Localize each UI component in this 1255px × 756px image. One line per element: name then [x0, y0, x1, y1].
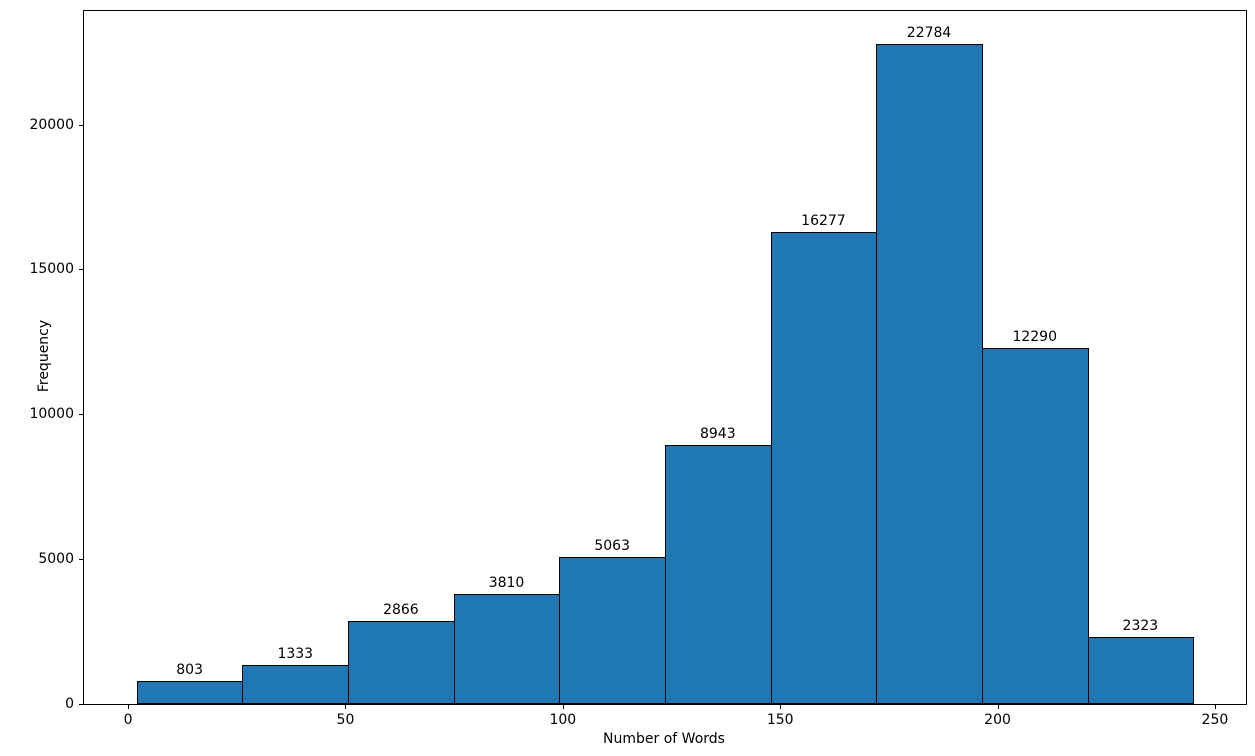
plot-area: 803 1333 2866 3810 5063 8943 16277 22784 12290 23… — [29, 10, 1247, 728]
x-axis-tick — [562, 705, 564, 709]
histogram-bar — [876, 43, 983, 704]
y-axis-tick — [79, 414, 83, 416]
y-axis-tick — [79, 559, 83, 561]
y-axis-tick-label: 15000 — [29, 261, 74, 278]
x-axis-tick-label: 50 — [336, 712, 355, 728]
y-axis-tick — [79, 269, 83, 271]
x-axis-tick — [128, 705, 130, 709]
x-axis-tick-label: 0 — [123, 712, 133, 728]
histogram-bar — [1087, 636, 1195, 704]
x-axis-tick — [780, 705, 782, 709]
histogram-bar — [559, 557, 666, 704]
bar-value-label: 803 — [176, 661, 203, 678]
histogram-bar — [348, 620, 455, 704]
bar-value-label: 3810 — [488, 574, 525, 591]
y-axis-tick — [79, 704, 83, 705]
bar-value-label: 1333 — [277, 646, 314, 663]
bar-value-label: 2323 — [1122, 617, 1159, 634]
histogram-bar — [770, 232, 878, 704]
y-axis-tick-label: 0 — [65, 696, 74, 712]
bar-value-label: 12290 — [1012, 328, 1057, 345]
bar-value-label: 2866 — [383, 601, 419, 618]
histogram-bar — [242, 665, 350, 704]
bar-value-label: 8943 — [699, 425, 736, 442]
x-axis-label: Number of Words — [603, 731, 725, 747]
bar-value-label: 16277 — [801, 213, 846, 230]
x-axis-tick-label: 100 — [549, 712, 577, 728]
histogram-bar — [136, 680, 244, 704]
x-axis-tick — [997, 705, 999, 709]
x-axis-tick — [345, 705, 347, 709]
histogram-bar — [981, 347, 1089, 704]
x-axis-tick-label: 250 — [1201, 712, 1229, 728]
y-axis-tick-label: 10000 — [29, 406, 74, 423]
bar-value-label: 22784 — [906, 24, 952, 41]
histogram-bar — [665, 444, 772, 704]
histogram-bar — [453, 593, 561, 704]
x-axis-tick-label: 150 — [766, 712, 794, 728]
bar-value-label: 5063 — [594, 538, 630, 555]
y-axis-tick-label: 20000 — [29, 116, 74, 133]
x-axis-tick — [1214, 705, 1216, 709]
y-axis-label: Frequency — [36, 319, 52, 393]
y-axis-tick-label: 5000 — [38, 551, 74, 568]
x-axis-tick-label: 200 — [984, 712, 1011, 728]
y-axis-tick — [79, 124, 83, 126]
